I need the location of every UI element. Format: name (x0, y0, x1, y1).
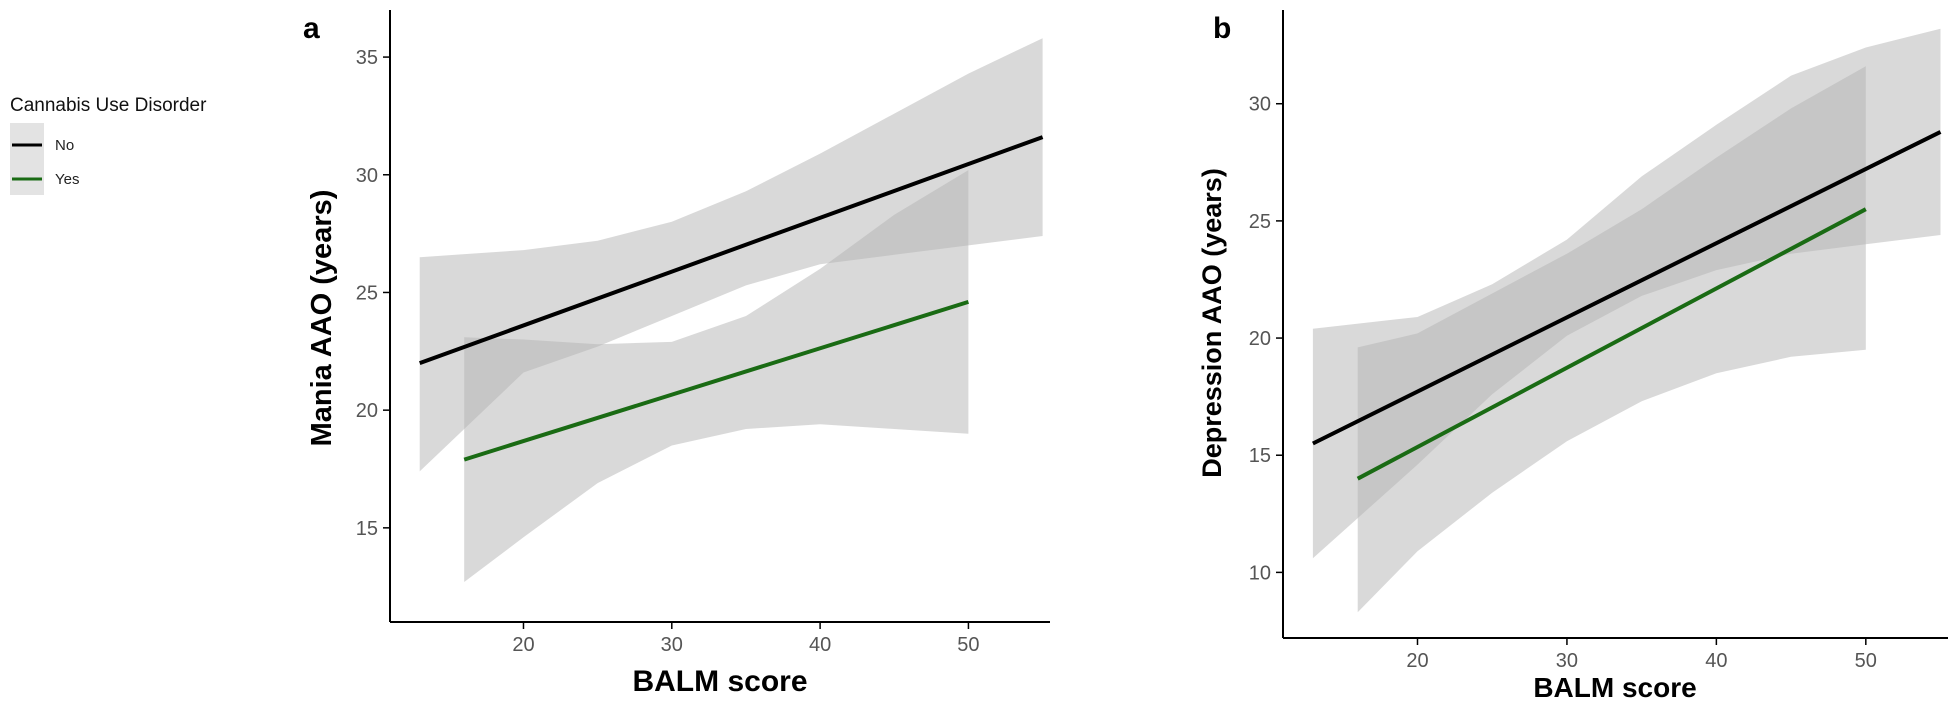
regression-lines (419, 135, 1044, 462)
x-tick-label: 20 (512, 634, 534, 656)
x-axis-ticks: 20 30 40 50 (512, 622, 980, 656)
regression-line-no (1312, 130, 1942, 446)
x-tick-label: 50 (957, 634, 979, 656)
regression-line-yes (1356, 207, 1867, 481)
y-tick-label: 35 (356, 47, 378, 69)
y-axis-ticks: 10 15 20 25 30 (1249, 94, 1283, 584)
confidence-band-yes (464, 170, 969, 582)
confidence-bands (419, 38, 1043, 582)
panel-label-a: a (303, 12, 320, 45)
x-tick-label: 20 (1406, 650, 1428, 672)
legend-key-background (10, 123, 44, 195)
x-axis-title: BALM score (632, 665, 807, 698)
legend-label-no: No (55, 137, 74, 154)
y-tick-label: 30 (1249, 94, 1271, 116)
confidence-band-yes (1357, 66, 1866, 613)
y-tick-label: 10 (1249, 562, 1271, 584)
y-axis-title: Depression AAO (years) (1197, 168, 1227, 478)
legend-label-yes: Yes (55, 171, 79, 188)
panel-label-b: b (1213, 12, 1231, 45)
y-axis-ticks: 15 20 25 30 35 (356, 47, 390, 540)
legend: Cannabis Use Disorder No Yes (10, 95, 207, 195)
x-tick-label: 30 (1556, 650, 1578, 672)
y-tick-label: 30 (356, 165, 378, 187)
confidence-band-no (419, 38, 1043, 472)
regression-line-yes (463, 299, 969, 462)
y-tick-label: 15 (1249, 445, 1271, 467)
x-tick-label: 40 (1705, 650, 1727, 672)
x-tick-label: 50 (1855, 650, 1877, 672)
regression-line-no (419, 135, 1044, 365)
legend-title: Cannabis Use Disorder (10, 95, 207, 116)
y-axis-title: Mania AAO (years) (306, 190, 338, 447)
y-tick-label: 20 (1249, 328, 1271, 350)
panel-b: b 10 15 20 25 30 20 30 40 50 BALM score Depress… (1197, 10, 1948, 703)
x-tick-label: 30 (661, 634, 683, 656)
y-tick-label: 25 (1249, 211, 1271, 233)
y-tick-label: 25 (356, 282, 378, 304)
x-tick-label: 40 (809, 634, 831, 656)
x-axis-title: BALM score (1533, 672, 1696, 703)
y-tick-label: 20 (356, 400, 378, 422)
panel-a: a 15 20 25 30 35 20 30 40 50 BALM score Mania A… (303, 10, 1050, 698)
x-axis-ticks: 20 30 40 50 (1406, 638, 1877, 672)
y-tick-label: 15 (356, 518, 378, 540)
confidence-bands (1312, 28, 1941, 613)
regression-lines (1312, 130, 1942, 481)
